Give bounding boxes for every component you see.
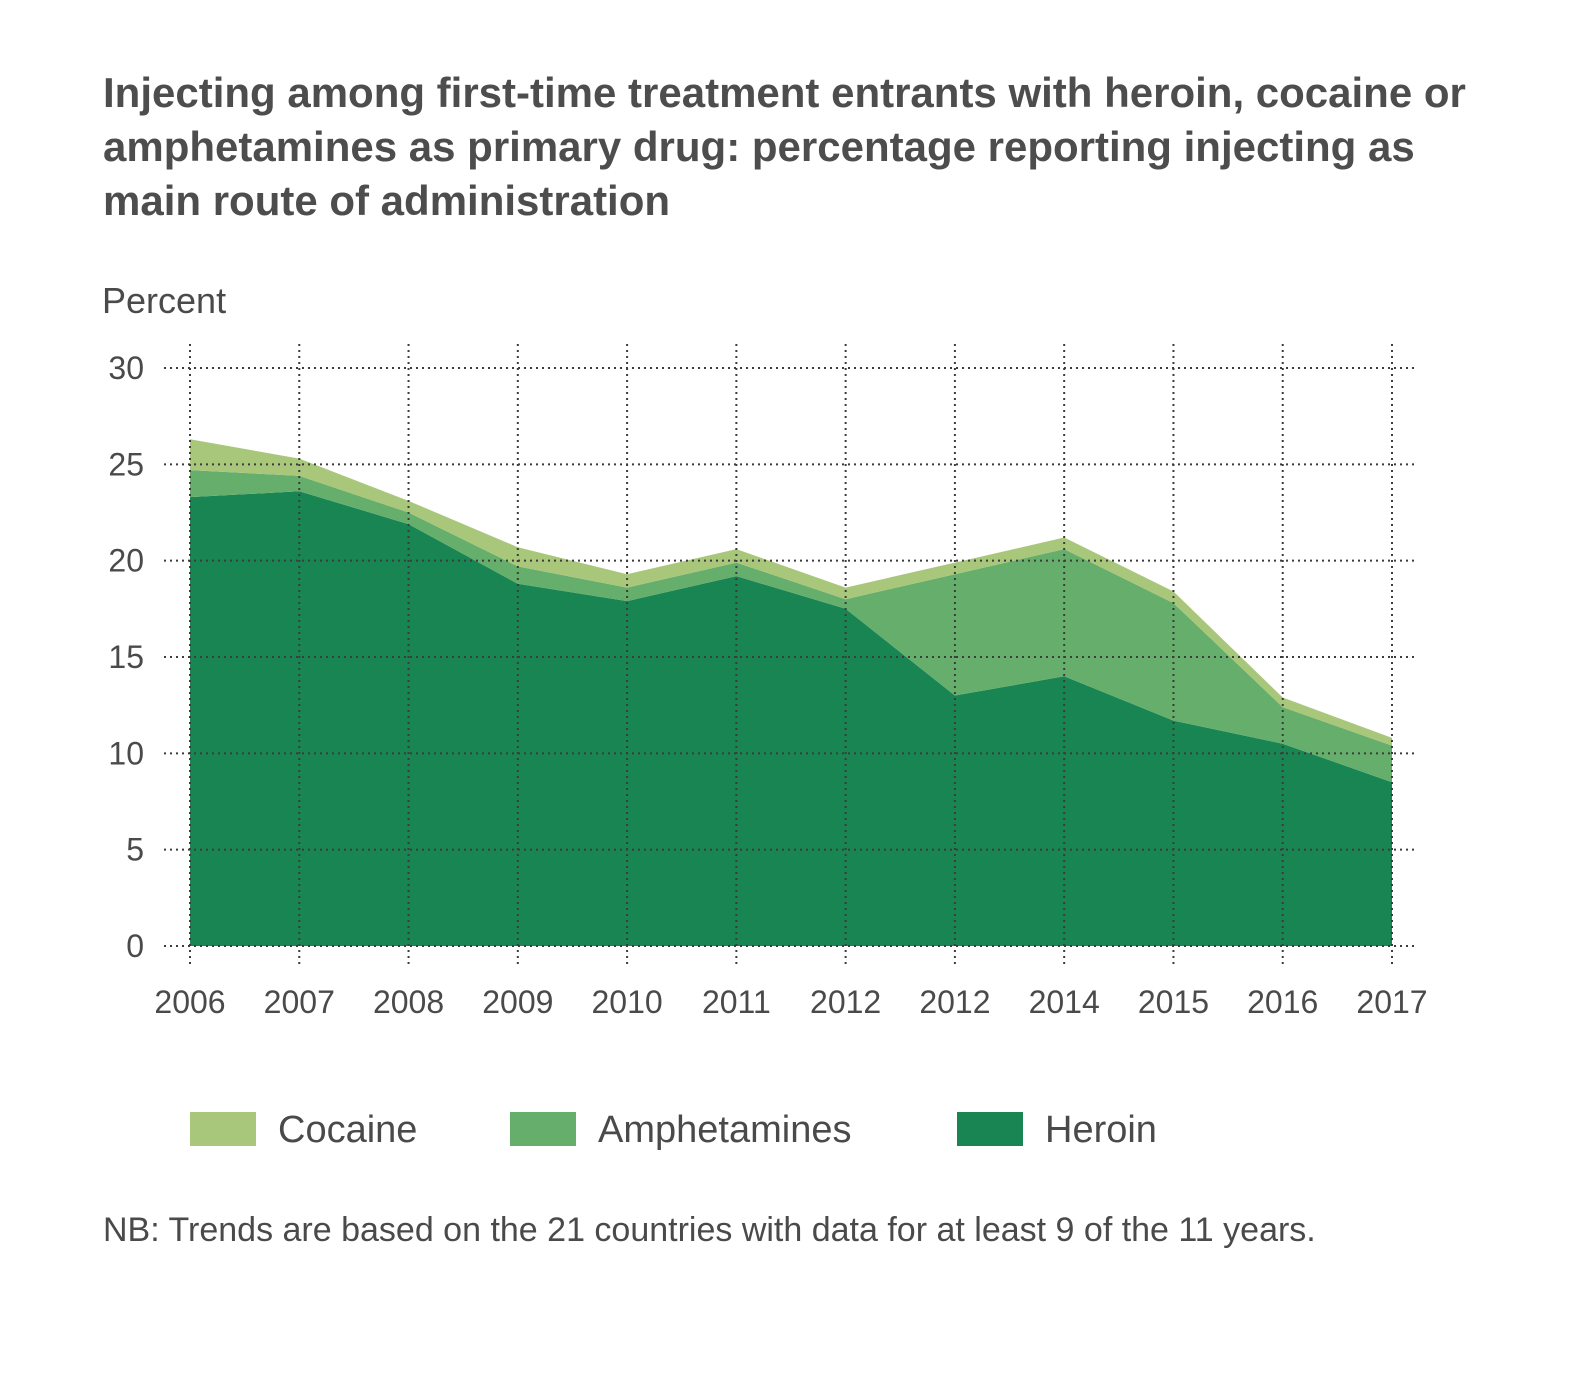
footnote: NB: Trends are based on the 21 countries… <box>103 1211 1316 1249</box>
y-tick-label: 25 <box>108 446 144 482</box>
y-tick-label: 0 <box>126 928 144 964</box>
x-tick-label: 2012 <box>919 984 990 1020</box>
gridlines <box>164 344 1415 966</box>
area-layers <box>190 439 1392 946</box>
y-tick-label: 5 <box>126 832 144 868</box>
legend-swatch-cocaine <box>190 1112 256 1146</box>
legend-swatch-amphetamines <box>510 1112 576 1146</box>
x-tick-label: 2006 <box>154 984 225 1020</box>
x-tick-label: 2014 <box>1029 984 1100 1020</box>
x-tick-label: 2011 <box>702 984 771 1020</box>
legend-label-cocaine: Cocaine <box>278 1109 417 1151</box>
legend: Cocaine Amphetamines Heroin <box>190 1109 1157 1151</box>
x-tick-label: 2016 <box>1247 984 1318 1020</box>
axis-labels: 0 5 10 15 20 25 30 2006 2007 2008 2009 2010 2011 2012… <box>108 350 1427 1020</box>
y-tick-label: 15 <box>108 639 144 675</box>
y-tick-label: 20 <box>108 543 144 579</box>
x-tick-label: 2017 <box>1356 984 1427 1020</box>
x-tick-label: 2008 <box>373 984 444 1020</box>
x-tick-label: 2009 <box>482 984 553 1020</box>
area-heroin <box>190 491 1392 946</box>
legend-label-heroin: Heroin <box>1045 1109 1157 1151</box>
area-cocaine <box>190 439 1392 746</box>
x-tick-label: 2007 <box>264 984 335 1020</box>
chart-title: Injecting among first-time treatment ent… <box>103 69 1466 224</box>
y-tick-label: 10 <box>108 735 144 771</box>
x-tick-label: 2015 <box>1138 984 1209 1020</box>
x-tick-label: 2012 <box>810 984 881 1020</box>
legend-swatch-heroin <box>957 1112 1023 1146</box>
x-tick-label: 2010 <box>591 984 662 1020</box>
y-axis-unit-label: Percent <box>102 280 226 321</box>
area-amphetamines <box>190 470 1392 783</box>
y-tick-label: 30 <box>108 350 144 386</box>
legend-label-amphetamines: Amphetamines <box>598 1109 851 1151</box>
